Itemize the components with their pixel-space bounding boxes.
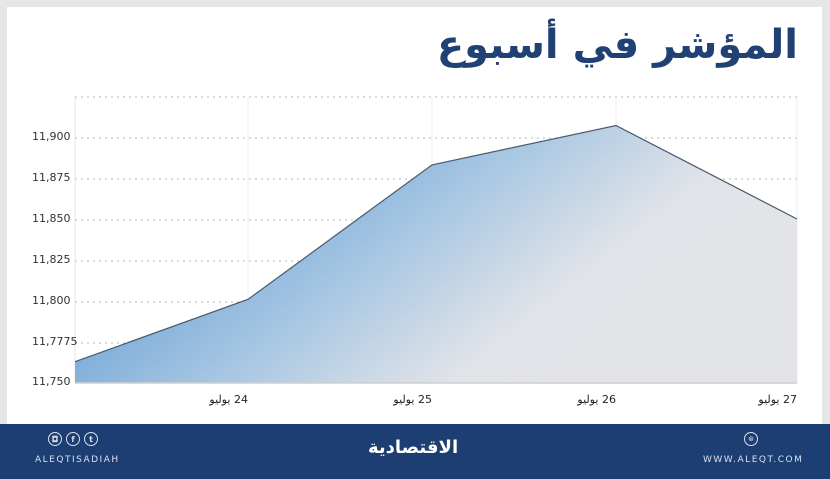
social-handle: ALEQTISADIAH xyxy=(35,455,120,465)
chart-title: المؤشر في أسبوع xyxy=(436,22,799,68)
brand-logo: الاقتصادية xyxy=(368,437,459,458)
twitter-icon[interactable]: t xyxy=(84,432,98,446)
y-tick-label: 11,7775 xyxy=(32,335,78,348)
area-fill xyxy=(75,125,797,384)
footer-bar: ◘ f t ALEQTISADIAH الاقتصادية ⊛ WWW.ALEQ… xyxy=(0,424,830,479)
series-line xyxy=(74,124,798,363)
y-tick-label: 11,850 xyxy=(32,212,71,225)
y-tick-label: 11,750 xyxy=(32,375,71,388)
y-tick-label: 11,825 xyxy=(32,253,71,266)
x-tick-label: 24 يوليو xyxy=(209,393,248,406)
facebook-icon[interactable]: f xyxy=(66,432,80,446)
social-icons: ◘ f t xyxy=(48,432,98,446)
x-tick-label: 26 يوليو xyxy=(577,393,616,406)
y-tick-label: 11,875 xyxy=(32,171,71,184)
x-tick-label: 27 يوليو xyxy=(758,393,797,406)
x-tick-label: 25 يوليو xyxy=(393,393,432,406)
y-tick-label: 11,900 xyxy=(32,130,71,143)
website-link[interactable]: WWW.ALEQT.COM xyxy=(703,455,804,465)
area-chart xyxy=(74,96,798,384)
instagram-icon[interactable]: ◘ xyxy=(48,432,62,446)
y-tick-label: 11,800 xyxy=(32,294,71,307)
globe-icon: ⊛ xyxy=(744,432,758,446)
